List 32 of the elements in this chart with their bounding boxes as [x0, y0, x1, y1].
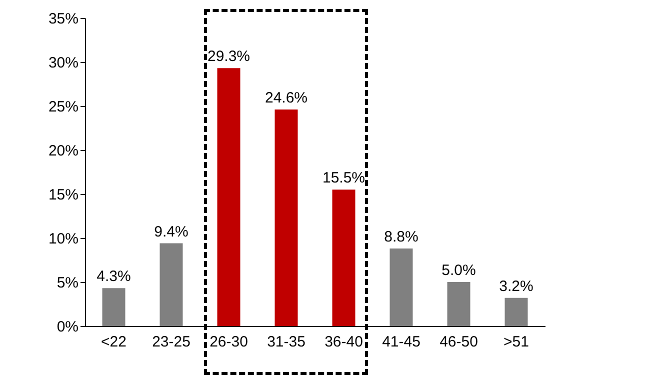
bar	[274, 110, 298, 326]
x-tick-label: >51	[504, 334, 529, 350]
y-tick-label: 35%	[48, 10, 78, 28]
y-tick-label: 5%	[56, 274, 78, 292]
bar	[332, 190, 356, 326]
x-tick-label: 36-40	[324, 334, 363, 350]
x-tick-label: 41-45	[382, 334, 420, 350]
bar	[160, 243, 183, 326]
data-label: 5.0%	[442, 262, 476, 279]
data-label: 29.3%	[207, 48, 250, 66]
bar	[390, 248, 413, 326]
data-label: 9.4%	[154, 223, 188, 240]
y-tick-label: 15%	[48, 186, 78, 204]
y-tick-label: 20%	[48, 142, 78, 160]
bar	[217, 68, 240, 326]
data-label: 4.3%	[96, 268, 131, 286]
y-tick-label: 25%	[48, 98, 78, 116]
x-tick-label: 26-30	[210, 334, 248, 350]
x-tick-label: 46-50	[440, 334, 478, 350]
bar	[447, 282, 470, 326]
data-label: 3.2%	[499, 278, 534, 295]
data-label: 24.6%	[264, 90, 308, 107]
y-tick-label: 30%	[48, 54, 78, 72]
data-label: 8.8%	[384, 228, 418, 246]
data-label: 15.5%	[322, 170, 366, 187]
x-tick-label: 31-35	[267, 334, 306, 350]
y-tick-label: 10%	[48, 230, 78, 248]
bar	[102, 288, 126, 326]
y-tick-label: 0%	[56, 318, 78, 336]
x-tick-label: 23-25	[152, 334, 190, 350]
x-tick-label: <22	[101, 334, 126, 350]
bar	[504, 298, 528, 326]
